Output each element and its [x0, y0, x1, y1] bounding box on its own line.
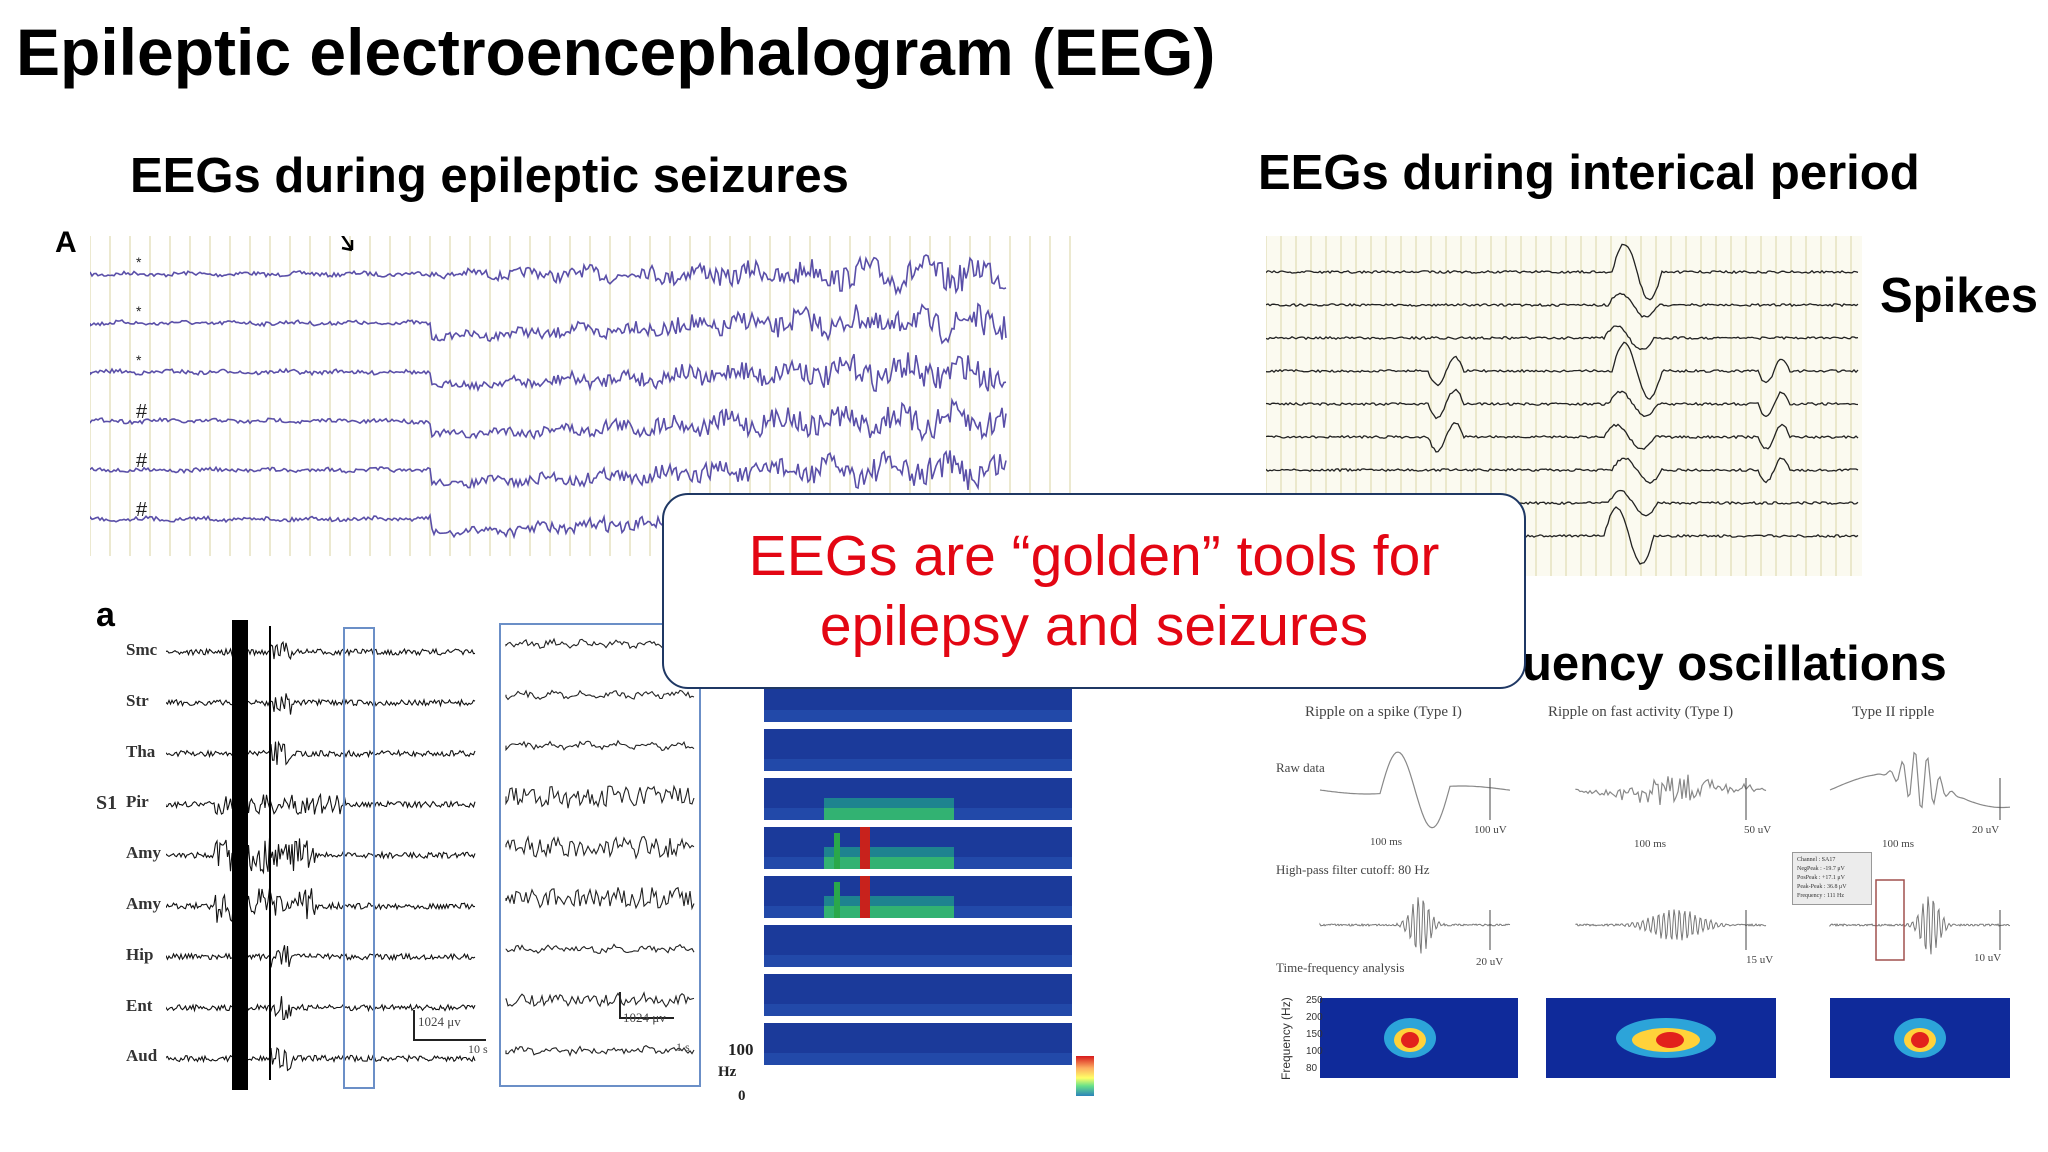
- highpass-label: High-pass filter cutoff: 80 Hz: [1276, 862, 1430, 877]
- raw-data-label: Raw data: [1276, 760, 1325, 775]
- channel-label: Smc: [126, 640, 158, 659]
- freq-axis-label: Frequency (Hz): [1279, 997, 1293, 1080]
- time-scale-2: 100 ms: [1634, 838, 1667, 850]
- group-label-s1: S1: [96, 792, 118, 814]
- freq-top-label: 100: [728, 1040, 754, 1059]
- seizure-channel-mark: *: [136, 254, 142, 270]
- channel-label: Amy: [126, 843, 161, 863]
- seizure-channel-marks: * * * # # #: [130, 240, 160, 540]
- seizure-channel-mark: *: [136, 303, 142, 319]
- scale-mid-time: 1 s: [676, 1040, 690, 1054]
- channel-label: Aud: [126, 1046, 158, 1066]
- channel-labels: Smc Str Tha Pir Amy Amy Hip Ent Aud: [126, 640, 176, 1080]
- hp-amp-1: 20 uV: [1476, 956, 1504, 968]
- hp-amp-3: 10 uV: [1974, 952, 2002, 964]
- tooltip-line: Channel : SA17: [1797, 857, 1836, 863]
- callout-line-1: EEGs are “golden” tools for: [748, 524, 1440, 588]
- spikes-label: Spikes: [1880, 269, 2038, 323]
- seizure-channel-mark: *: [136, 352, 142, 368]
- tf-analysis-label: Time-frequency analysis: [1276, 960, 1405, 975]
- hp-amp-2: 15 uV: [1746, 954, 1774, 966]
- channel-label: Ent: [126, 995, 153, 1015]
- seizure-channel-mark: #: [136, 401, 148, 423]
- channel-label: Amy: [126, 894, 161, 913]
- seizures-section-title: EEGs during epileptic seizures: [130, 149, 849, 203]
- zoomed-eeg-figure: [499, 623, 701, 1087]
- time-scale-1: 100 ms: [1370, 836, 1403, 848]
- multichannel-eeg-figure: [166, 620, 486, 1090]
- raw-amp-1: 100 uV: [1474, 824, 1507, 836]
- scale-left-time: 10 s: [468, 1042, 488, 1056]
- time-scale-3: 100 ms: [1882, 838, 1915, 850]
- tooltip-line: PosPeak : +17.1 μV: [1797, 875, 1845, 881]
- scale-left-amp: 1024 μv: [418, 1014, 461, 1029]
- hfo-col-title-1: Ripple on a spike (Type I): [1305, 704, 1462, 720]
- freq-tick-label: 150: [1306, 1029, 1323, 1040]
- freq-tick-label: 100: [1306, 1046, 1323, 1057]
- callout-box: EEGs are “golden” tools for epilepsy and…: [662, 493, 1526, 689]
- channel-label: Hip: [126, 944, 154, 964]
- tooltip-line: Frequency : 111 Hz: [1797, 893, 1845, 899]
- channel-label: Pir: [126, 792, 149, 812]
- tooltip-line: NegPeak : -19.7 μV: [1797, 866, 1845, 872]
- freq-tick-label: 80: [1306, 1063, 1318, 1074]
- spectrogram-figure: [764, 680, 1094, 1096]
- hfo-col-title-2: Ripple on fast activity (Type I): [1548, 704, 1734, 720]
- freq-bottom-label: 0: [738, 1088, 746, 1104]
- freq-tick-label: 250: [1306, 995, 1323, 1006]
- panel-a-lower-label: a: [96, 596, 115, 634]
- tooltip-line: Peak-Peak : 36.8 μV: [1797, 884, 1847, 890]
- freq-unit-label: Hz: [718, 1064, 737, 1080]
- panel-a-upper-label: A: [55, 226, 77, 259]
- interictal-section-title: EEGs during interical period: [1258, 146, 1920, 200]
- seizure-channel-mark: #: [136, 499, 148, 521]
- hfo-figure: 250 200 150 100 80 Frequency (Hz): [1279, 751, 2010, 1080]
- channel-label: Str: [126, 690, 149, 710]
- raw-amp-2: 50 uV: [1744, 824, 1772, 836]
- raw-amp-3: 20 uV: [1972, 824, 2000, 836]
- scale-mid-amp: 1024 μv: [623, 1010, 666, 1025]
- hfo-section-title: uency oscillations: [1522, 637, 1947, 691]
- callout-line-2: epilepsy and seizures: [819, 594, 1369, 658]
- freq-tick-label: 200: [1306, 1012, 1323, 1023]
- seizure-channel-mark: #: [136, 450, 148, 472]
- slide-title: Epileptic electroencephalogram (EEG): [16, 15, 1216, 89]
- hfo-col-title-3: Type II ripple: [1852, 704, 1935, 720]
- channel-label: Tha: [126, 741, 156, 761]
- hfo-tooltip: Channel : SA17 NegPeak : -19.7 μV PosPeak …: [1792, 852, 1872, 905]
